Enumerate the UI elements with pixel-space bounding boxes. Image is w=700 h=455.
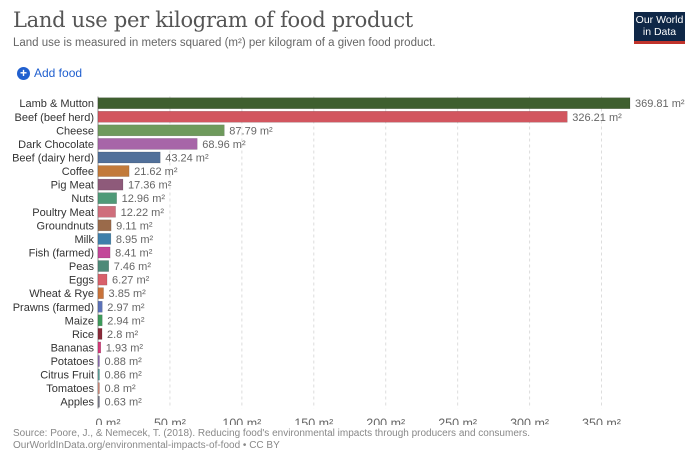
category-label: Wheat & Rye	[29, 288, 94, 300]
category-label: Maize	[65, 315, 94, 327]
bar	[97, 260, 109, 272]
bar	[97, 165, 130, 177]
value-label: 0.63 m²	[105, 397, 143, 409]
value-label: 17.36 m²	[128, 180, 172, 192]
value-label: 369.81 m²	[635, 98, 685, 110]
category-label: Potatoes	[51, 356, 95, 368]
category-label: Apples	[60, 397, 94, 409]
category-label: Bananas	[51, 342, 95, 354]
bar	[97, 314, 103, 327]
bar	[97, 233, 112, 245]
bar	[97, 219, 112, 232]
bar	[97, 395, 100, 408]
add-food-button[interactable]: + Add food	[17, 66, 82, 80]
source-text: Source: Poore, J., & Nemecek, T. (2018).…	[13, 428, 530, 439]
source-note: Source: Poore, J., & Nemecek, T. (2018).…	[13, 428, 530, 452]
x-tick-label: 350 m²	[582, 417, 621, 425]
category-label: Lamb & Mutton	[19, 98, 94, 110]
x-tick-label: 50 m²	[154, 417, 186, 425]
category-label: Poultry Meat	[32, 207, 94, 219]
x-tick-label: 200 m²	[366, 417, 405, 425]
category-label: Dark Chocolate	[18, 139, 94, 151]
category-label: Prawns (farmed)	[13, 302, 94, 314]
bar	[97, 301, 103, 313]
category-label: Citrus Fruit	[40, 370, 94, 382]
bar	[97, 368, 100, 381]
category-label: Beef (beef herd)	[15, 112, 95, 124]
plus-circle-icon: +	[17, 66, 30, 80]
bar	[97, 273, 108, 286]
category-label: Fish (farmed)	[29, 247, 94, 259]
chart-title: Land use per kilogram of food product	[13, 8, 413, 32]
x-tick-label: 300 m²	[510, 417, 549, 425]
source-link[interactable]: OurWorldInData.org/environmental-impacts…	[13, 440, 280, 451]
category-label: Pig Meat	[51, 180, 94, 192]
value-label: 0.88 m²	[105, 356, 143, 368]
category-label: Groundnuts	[37, 220, 95, 232]
category-label: Peas	[69, 261, 95, 273]
value-label: 68.96 m²	[202, 139, 246, 151]
value-label: 0.8 m²	[105, 383, 137, 395]
value-label: 6.27 m²	[112, 275, 150, 287]
value-label: 87.79 m²	[229, 125, 273, 137]
value-label: 0.86 m²	[105, 370, 143, 382]
value-label: 2.8 m²	[107, 329, 139, 341]
bar	[97, 246, 111, 259]
value-label: 326.21 m²	[572, 112, 622, 124]
bar	[97, 111, 568, 123]
bar	[97, 151, 161, 164]
category-label: Cheese	[56, 125, 94, 137]
bar	[97, 287, 104, 299]
bar	[97, 192, 117, 204]
bar	[97, 206, 116, 218]
bar	[97, 178, 124, 191]
bar	[97, 341, 102, 354]
value-label: 12.96 m²	[122, 193, 166, 205]
value-label: 2.97 m²	[107, 302, 145, 314]
bar	[97, 355, 100, 367]
category-label: Coffee	[62, 166, 94, 178]
bar-chart: 0 m² 50 m² 100 m² 150 m² 200 m² 250 m² 300 m² 3…	[12, 96, 685, 425]
value-label: 2.94 m²	[107, 315, 145, 327]
value-label: 7.46 m²	[114, 261, 152, 273]
category-label: Nuts	[71, 193, 94, 205]
value-label: 12.22 m²	[121, 207, 165, 219]
x-tick-label: 250 m²	[438, 417, 477, 425]
owid-logo[interactable]: Our World in Data	[634, 12, 685, 44]
value-label: 43.24 m²	[165, 152, 209, 164]
value-label: 3.85 m²	[109, 288, 147, 300]
chart-subtitle: Land use is measured in meters squared (…	[13, 37, 436, 49]
bar	[97, 97, 631, 109]
value-label: 8.41 m²	[115, 247, 153, 259]
add-food-label: Add food	[34, 66, 83, 80]
value-label: 1.93 m²	[106, 342, 144, 354]
bar	[97, 382, 100, 394]
value-label: 21.62 m²	[134, 166, 178, 178]
bar	[97, 328, 103, 340]
value-label: 9.11 m²	[116, 220, 153, 232]
category-label: Tomatoes	[46, 383, 94, 395]
bar	[97, 138, 198, 150]
category-label: Milk	[74, 234, 94, 246]
x-tick-label: 100 m²	[222, 417, 261, 425]
x-tick-label: 0 m²	[96, 417, 121, 425]
category-label: Beef (dairy herd)	[12, 152, 94, 164]
category-label: Eggs	[69, 275, 95, 287]
value-label: 8.95 m²	[116, 234, 154, 246]
x-tick-label: 150 m²	[294, 417, 333, 425]
category-label: Rice	[72, 329, 94, 341]
bar	[97, 124, 225, 137]
